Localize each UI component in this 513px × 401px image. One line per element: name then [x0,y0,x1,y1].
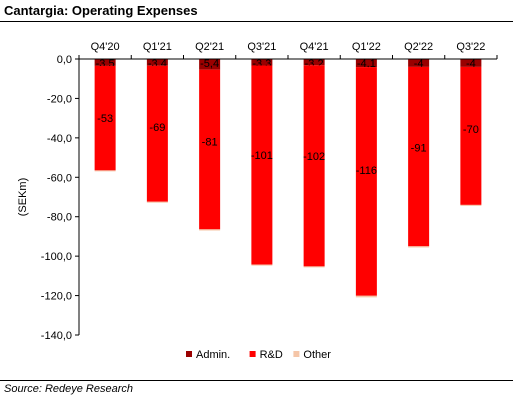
bar-admin- [460,59,482,67]
data-label: -4,1 [357,58,376,70]
bar-r-d [251,65,273,265]
bar-admin- [199,59,221,70]
legend-label: Admin. [196,349,230,361]
bar-other [460,204,482,206]
y-tick-label: -100,0 [41,251,72,263]
bar-admin- [251,59,273,66]
bar-r-d [199,69,221,230]
data-label: -101 [251,150,273,162]
bar-r-d [460,66,482,205]
x-tick-label: Q1'22 [352,41,381,53]
y-axis-label: (SEKm) [17,178,29,217]
x-tick-label: Q4'20 [91,41,120,53]
y-tick-label: -80,0 [47,212,72,224]
x-tick-label: Q2'21 [195,41,224,53]
data-label: -4 [466,58,476,70]
data-label: -4 [414,58,424,70]
y-tick-label: -40,0 [47,133,72,145]
x-tick-label: Q3'22 [456,41,485,53]
data-label: -69 [149,122,165,134]
legend-label: R&D [260,349,283,361]
x-tick-label: Q4'21 [300,41,329,53]
y-tick-label: 0,0 [57,54,72,66]
legend-swatch [249,351,256,357]
title-divider [0,21,513,22]
data-label: -53 [97,113,113,125]
chart-title: Cantargia: Operating Expenses [4,3,198,18]
bar-other [251,264,273,266]
y-tick-label: -60,0 [47,172,72,184]
legend-swatch [186,351,192,357]
bar-other [355,295,377,298]
bar-r-d [303,65,325,267]
bar-admin- [146,59,168,66]
data-label: -116 [356,165,377,177]
x-tick-label: Q1'21 [143,41,172,53]
bar-r-d [146,65,168,202]
bar-admin- [94,59,116,66]
source-divider [0,380,513,381]
bar-admin- [408,59,430,67]
bar-other [199,229,221,231]
bar-admin- [303,59,325,66]
data-label: -102 [303,151,325,163]
y-tick-label: -140,0 [41,330,72,342]
y-tick-label: -20,0 [47,93,72,105]
bar-other [303,266,325,268]
bar-admin- [355,59,377,68]
source-note: Source: Redeye Research [4,383,134,395]
data-label: -70 [463,124,479,136]
bar-other [94,170,116,172]
bar-r-d [408,66,430,247]
data-label: -91 [411,143,427,155]
data-label: -81 [202,137,218,149]
bar-r-d [94,65,116,171]
legend-swatch [293,351,300,357]
bar-other [408,246,430,248]
bar-r-d [355,67,377,296]
x-tick-label: Q3'21 [247,41,276,53]
data-label: -5,4 [200,58,219,70]
legend-label: Other [303,349,331,361]
x-tick-label: Q2'22 [404,41,433,53]
bar-other [146,201,168,203]
y-tick-label: -120,0 [41,291,72,303]
operating-expenses-chart: 0,0 -20,0 -40,0 -60,0 -80,0 -100,0 -120,0 -140,… [17,41,498,361]
